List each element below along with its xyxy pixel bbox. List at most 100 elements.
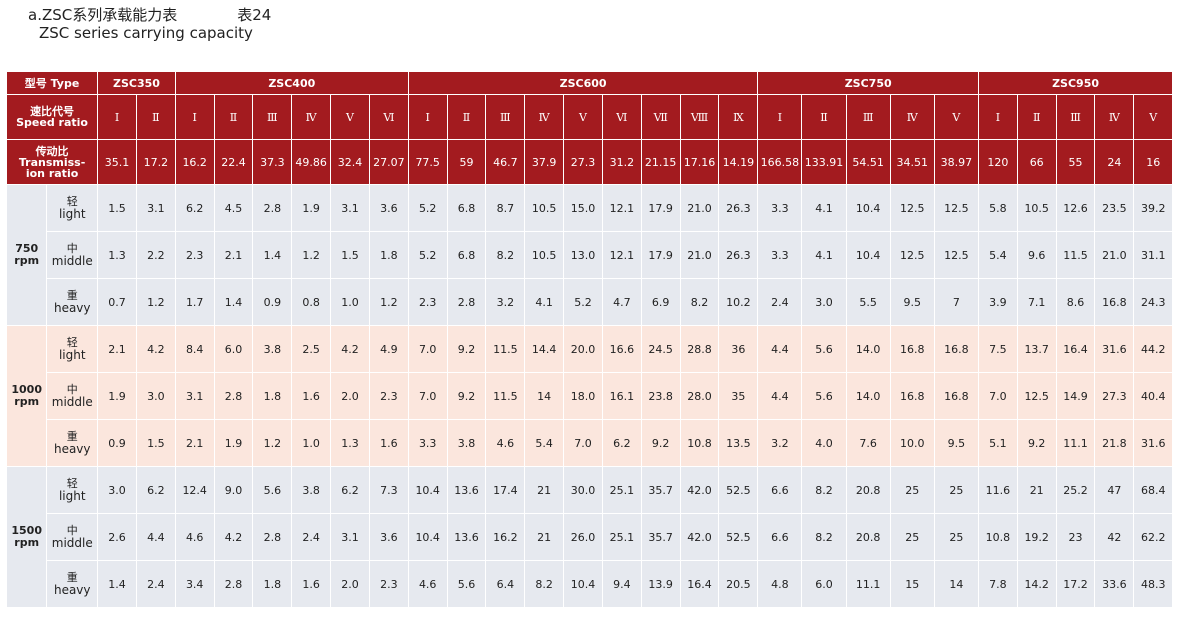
transmission-ratio-value: 49.86 xyxy=(291,139,332,185)
speed-ratio-code: Ⅲ xyxy=(845,94,891,140)
capacity-value: 20.5 xyxy=(718,560,759,608)
table-row: 750 rpm 轻 light 1.5 3.1 6.2 4.5 2.8 1.9 3.1 3.6 5.2 6… xyxy=(5,184,1174,326)
capacity-value: 17.2 xyxy=(1055,560,1096,608)
capacity-value: 25.2 xyxy=(1055,466,1096,514)
capacity-value: 23.8 xyxy=(640,372,681,420)
load-type-cell: 重 heavy xyxy=(46,278,99,326)
capacity-value: 4.4 xyxy=(757,325,803,373)
capacity-value: 6.8 xyxy=(446,231,487,279)
load-type-en: middle xyxy=(51,395,93,409)
capacity-value: 4.8 xyxy=(757,560,803,608)
transmission-ratio-value: 59 xyxy=(446,139,487,185)
input-speed-cell: 1500 rpm xyxy=(5,466,48,608)
table-row: 1000 rpm 轻 light 2.1 4.2 8.4 6.0 3.8 2.5 4.2 4.9 7.0… xyxy=(5,325,1174,467)
transmission-ratio-value: 38.97 xyxy=(933,139,979,185)
transmission-ratio-value: 27.07 xyxy=(368,139,409,185)
capacity-value: 1.5 xyxy=(97,184,137,232)
load-type-en: middle xyxy=(51,536,93,550)
capacity-value: 35 xyxy=(718,372,759,420)
table-row: 重 heavy 1.4 2.4 3.4 2.8 1.8 1.6 2.0 2.3 4.6 5.6 6.4 8… xyxy=(6,560,1174,608)
capacity-value: 1.4 xyxy=(252,231,293,279)
capacity-value: 9.5 xyxy=(889,278,935,326)
speed-ratio-code: Ⅴ xyxy=(563,94,603,140)
capacity-value: 1.6 xyxy=(368,419,409,467)
speed-ratio-code: Ⅶ xyxy=(640,94,681,140)
capacity-value: 7.5 xyxy=(977,325,1018,373)
speed-ratio-code: Ⅵ xyxy=(601,94,642,140)
capacity-value: 48.3 xyxy=(1133,560,1174,608)
speed-unit: rpm xyxy=(14,395,40,408)
transmission-ratio-value: 31.2 xyxy=(601,139,642,185)
capacity-value: 21.0 xyxy=(679,184,720,232)
capacity-value: 14.9 xyxy=(1055,372,1096,420)
speed-ratio-code: Ⅸ xyxy=(718,94,759,140)
speed-ratio-code: Ⅰ xyxy=(97,94,137,140)
capacity-value: 5.2 xyxy=(407,184,448,232)
load-type-cn: 重 xyxy=(66,430,78,443)
table-number: 表24 xyxy=(237,6,272,24)
speed-ratio-code: Ⅰ xyxy=(174,94,215,140)
type-header-label: 型号 Type xyxy=(5,71,99,95)
capacity-value: 14.2 xyxy=(1016,560,1057,608)
table-row: 中 middle 1.9 3.0 3.1 2.8 1.8 1.6 2.0 2.3 7.0 9.2 11.… xyxy=(6,372,1174,420)
capacity-value: 9.2 xyxy=(1016,419,1057,467)
capacity-value: 2.0 xyxy=(330,372,370,420)
load-type-en: heavy xyxy=(53,301,91,315)
capacity-value: 2.8 xyxy=(446,278,487,326)
capacity-value: 13.6 xyxy=(446,466,487,514)
capacity-value: 21 xyxy=(1016,466,1057,514)
capacity-value: 2.5 xyxy=(291,325,332,373)
capacity-value: 8.4 xyxy=(174,325,215,373)
capacity-value: 5.8 xyxy=(977,184,1018,232)
speed-ratio-code: Ⅴ xyxy=(330,94,370,140)
speed-value: 1500 xyxy=(11,524,42,537)
capacity-value: 4.2 xyxy=(135,325,176,373)
speed-ratio-label-en: Speed ratio xyxy=(16,116,88,129)
capacity-value: 7.3 xyxy=(368,466,409,514)
capacity-value: 1.2 xyxy=(291,231,332,279)
capacity-value: 17.9 xyxy=(640,184,681,232)
capacity-value: 6.2 xyxy=(135,466,176,514)
transmission-ratio-value: 16 xyxy=(1133,139,1174,185)
capacity-value: 21 xyxy=(524,513,565,561)
transmission-ratio-value: 16.2 xyxy=(174,139,215,185)
transmission-ratio-value: 54.51 xyxy=(845,139,891,185)
capacity-value: 3.0 xyxy=(135,372,176,420)
capacity-value: 15.0 xyxy=(563,184,603,232)
transmission-ratio-value: 46.7 xyxy=(485,139,526,185)
capacity-value: 40.4 xyxy=(1133,372,1174,420)
capacity-value: 6.2 xyxy=(174,184,215,232)
capacity-value: 3.3 xyxy=(757,231,803,279)
capacity-value: 2.6 xyxy=(97,513,137,561)
capacity-value: 9.0 xyxy=(213,466,254,514)
speed-ratio-code: Ⅱ xyxy=(135,94,176,140)
capacity-value: 10.4 xyxy=(407,513,448,561)
speed-ratio-code: Ⅱ xyxy=(1016,94,1057,140)
capacity-value: 13.5 xyxy=(718,419,759,467)
transmission-ratio-value: 17.2 xyxy=(135,139,176,185)
model-group-header: ZSC600 xyxy=(407,71,759,95)
capacity-value: 11.1 xyxy=(845,560,891,608)
capacity-value: 42.0 xyxy=(679,466,720,514)
transmission-ratio-value: 120 xyxy=(977,139,1018,185)
capacity-value: 2.1 xyxy=(174,419,215,467)
capacity-value: 4.6 xyxy=(407,560,448,608)
table-row: 1500 rpm 轻 light 3.0 6.2 12.4 9.0 5.6 3.8 6.2 7.3 10… xyxy=(5,466,1174,608)
speed-ratio-code: Ⅷ xyxy=(679,94,720,140)
capacity-value: 14 xyxy=(933,560,979,608)
capacity-value: 52.5 xyxy=(718,466,759,514)
capacity-value: 6.0 xyxy=(213,325,254,373)
capacity-value: 1.5 xyxy=(135,419,176,467)
capacity-value: 3.6 xyxy=(368,184,409,232)
capacity-value: 11.1 xyxy=(1055,419,1096,467)
speed-ratio-code: Ⅴ xyxy=(933,94,979,140)
speed-ratio-code: Ⅲ xyxy=(1055,94,1096,140)
capacity-value: 12.5 xyxy=(933,184,979,232)
capacity-value: 25 xyxy=(933,513,979,561)
table-title-cn: a.ZSC系列承载能力表 表24 xyxy=(28,6,271,24)
capacity-value: 2.4 xyxy=(135,560,176,608)
capacity-value: 11.5 xyxy=(1055,231,1096,279)
capacity-value: 8.2 xyxy=(801,466,847,514)
capacity-value: 6.9 xyxy=(640,278,681,326)
capacity-value: 62.2 xyxy=(1133,513,1174,561)
